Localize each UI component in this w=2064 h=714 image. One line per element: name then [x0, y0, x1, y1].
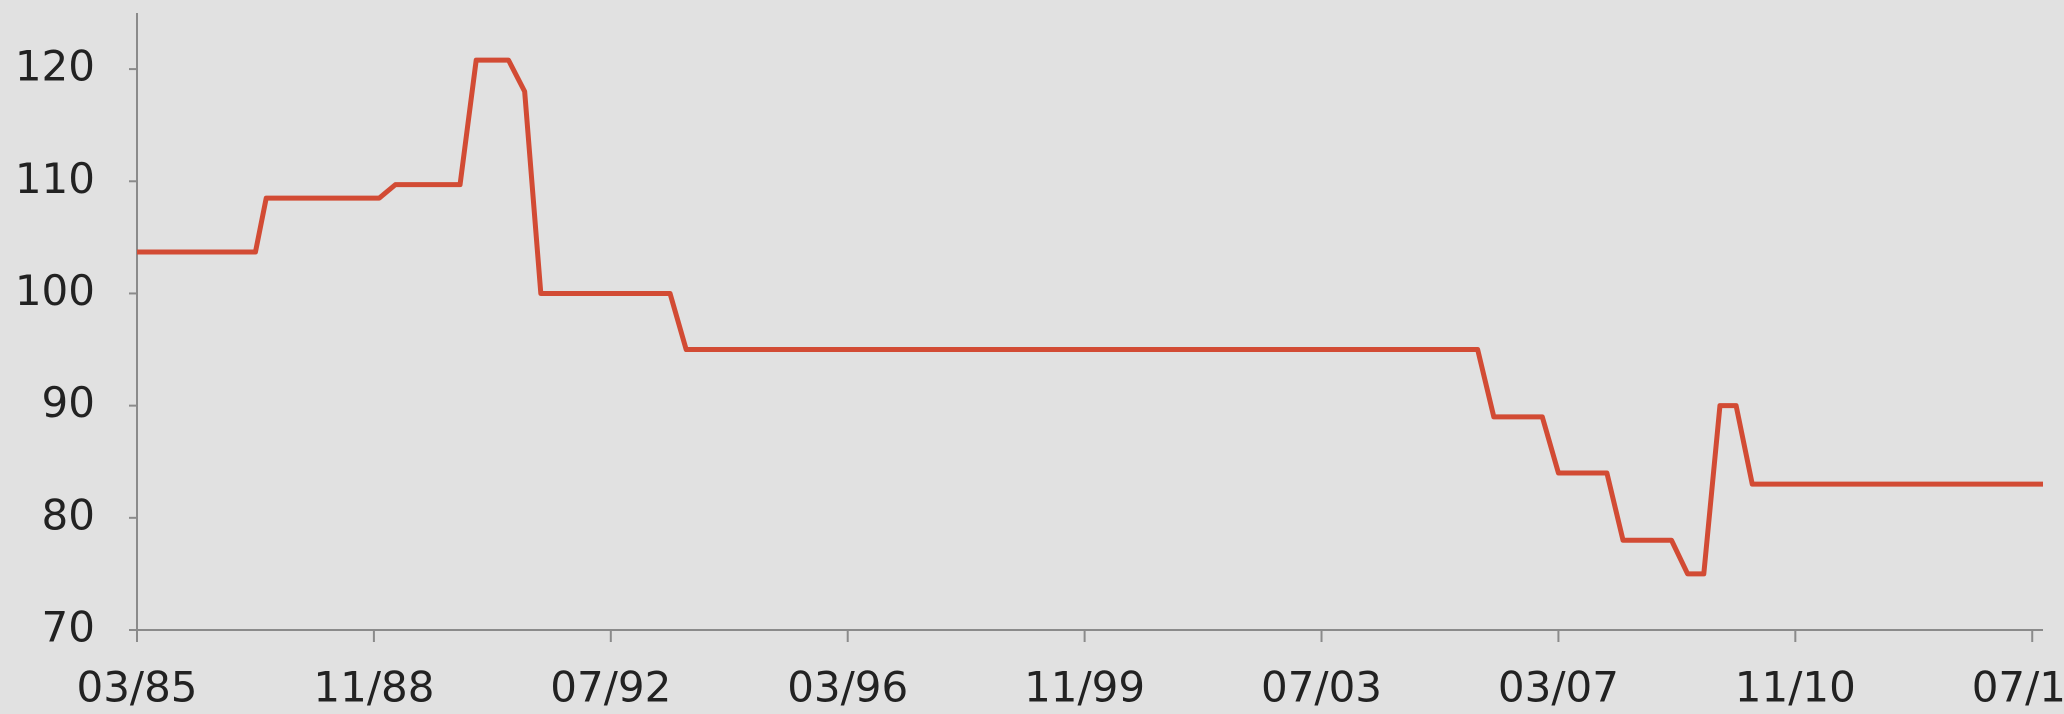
data-line — [137, 57, 2043, 577]
y-tick-label: 110 — [15, 154, 95, 203]
x-tick-label: 07/92 — [550, 663, 671, 712]
y-tick-label: 120 — [15, 42, 95, 91]
y-tick-label: 100 — [15, 266, 95, 315]
x-tick-label: 03/96 — [787, 663, 908, 712]
y-tick-label: 80 — [42, 490, 95, 539]
y-tick-label: 90 — [42, 378, 95, 427]
x-tick-label: 11/10 — [1735, 663, 1856, 712]
x-tick-label: 03/85 — [76, 663, 197, 712]
x-tick-label: 07/03 — [1261, 663, 1382, 712]
y-tick-label: 70 — [42, 603, 95, 652]
x-tick-label: 11/99 — [1024, 663, 1145, 712]
x-tick-label: 11/88 — [313, 663, 434, 712]
x-tick-label: 03/07 — [1498, 663, 1619, 712]
x-tick-label: 07/14 — [1972, 663, 2064, 712]
